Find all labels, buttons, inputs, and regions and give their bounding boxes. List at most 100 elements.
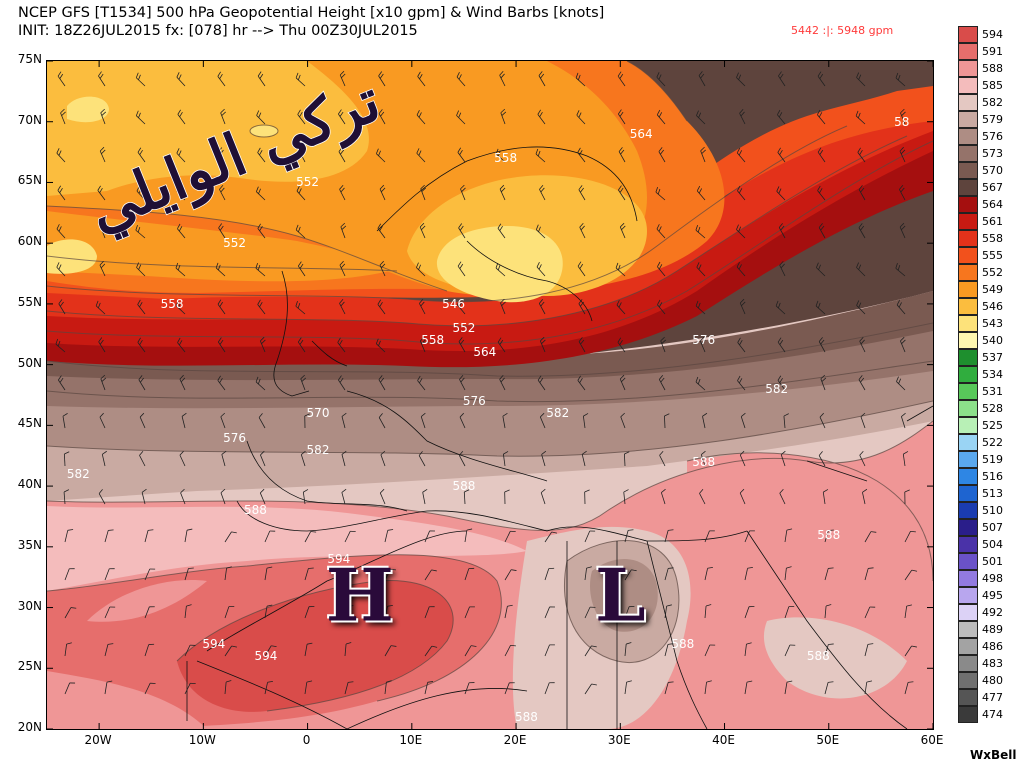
band-543-d [249, 124, 279, 138]
legend-label: 537 [982, 351, 1003, 364]
legend-label: 480 [982, 674, 1003, 687]
legend-label: 489 [982, 623, 1003, 636]
legend-label: 540 [982, 334, 1003, 347]
lon-label: 0 [302, 733, 311, 747]
legend-label: 504 [982, 538, 1003, 551]
contour-label: 552 [296, 175, 320, 190]
legend-label: 549 [982, 283, 1003, 296]
contour-label: 558 [494, 151, 518, 166]
legend-swatch [958, 621, 978, 638]
legend-swatch [958, 434, 978, 451]
legend-label: 579 [982, 113, 1003, 126]
legend-label: 507 [982, 521, 1003, 534]
lat-label: 45N [17, 416, 42, 431]
legend-swatch [958, 332, 978, 349]
legend-swatch [958, 196, 978, 213]
band-579 [47, 401, 933, 501]
legend-label: 516 [982, 470, 1003, 483]
legend-label: 486 [982, 640, 1003, 653]
legend-label: 585 [982, 79, 1003, 92]
lon-label: 20W [84, 733, 112, 747]
band-576-low [589, 559, 658, 632]
legend-label: 474 [982, 708, 1003, 721]
lat-label: 70N [17, 112, 42, 127]
lon-label: 50E [816, 733, 840, 747]
contour-label: 558 [160, 296, 184, 311]
legend-swatch [958, 655, 978, 672]
legend-swatch [958, 213, 978, 230]
band-588-sw [47, 671, 207, 729]
lon-label: 30E [607, 733, 631, 747]
legend-swatch [958, 587, 978, 604]
legend-label: 513 [982, 487, 1003, 500]
legend-label: 564 [982, 198, 1003, 211]
lat-label: 50N [17, 355, 42, 370]
legend-swatch [958, 111, 978, 128]
legend-label: 558 [982, 232, 1003, 245]
contour-label: 588 [806, 649, 830, 664]
legend-label: 576 [982, 130, 1003, 143]
legend-swatch [958, 26, 978, 43]
legend-label: 555 [982, 249, 1003, 262]
band-573 [47, 323, 933, 409]
lat-label: 20N [17, 720, 42, 734]
legend-swatch [958, 94, 978, 111]
legend-label: 570 [982, 164, 1003, 177]
contour-label: 546 [442, 296, 465, 311]
legend-swatch [958, 400, 978, 417]
contour-label: 594 [254, 649, 278, 664]
legend-label: 588 [982, 62, 1003, 75]
legend-swatch [958, 264, 978, 281]
contour-label: 588 [244, 503, 267, 518]
legend-swatch [958, 77, 978, 94]
legend-swatch [958, 638, 978, 655]
legend-swatch [958, 706, 978, 723]
contour-label: 588 [692, 454, 716, 469]
band-546 [47, 61, 369, 196]
legend-swatch [958, 502, 978, 519]
band-543-c [67, 96, 109, 123]
contour-label: 564 [473, 345, 497, 360]
legend-label: 483 [982, 657, 1003, 670]
contour-label: 552 [452, 321, 476, 336]
legend-swatch [958, 485, 978, 502]
band-588-pocket [87, 580, 207, 622]
map-panel: 552 558 564 552 558 546 552 558 564 576 582 570 576 5… [46, 60, 934, 730]
contour-label: 588 [515, 709, 538, 724]
legend-label: 510 [982, 504, 1003, 517]
legend-label: 534 [982, 368, 1003, 381]
contour-label: 552 [223, 236, 247, 251]
height-field [47, 61, 933, 729]
contour-label: 564 [629, 126, 653, 141]
legend-swatch [958, 672, 978, 689]
legend-label: 519 [982, 453, 1003, 466]
contour-label: 5 [606, 588, 614, 603]
contour-label: 58 [894, 114, 910, 129]
band-561 [47, 131, 933, 351]
legend-swatch [958, 145, 978, 162]
legend-label: 501 [982, 555, 1003, 568]
contour-label: 576 [223, 430, 247, 445]
contour-label: 582 [546, 406, 570, 421]
map-init-line: INIT: 18Z26JUL2015 fx: [078] hr --> Thu … [18, 23, 418, 39]
contour-label: 588 [671, 636, 695, 651]
contour-label: 582 [765, 381, 789, 396]
legend-label: 552 [982, 266, 1003, 279]
legend-swatch [958, 60, 978, 77]
legend-swatch [958, 689, 978, 706]
legend-label: 582 [982, 96, 1003, 109]
axis-ticks [47, 61, 933, 729]
wind-barbs [55, 70, 918, 695]
legend-swatch [958, 468, 978, 485]
legend-swatch [958, 298, 978, 315]
legend-label: 543 [982, 317, 1003, 330]
contour-label: 576 [462, 394, 486, 409]
legend-label: 525 [982, 419, 1003, 432]
legend-label: 528 [982, 402, 1003, 415]
band-594-west [177, 580, 454, 712]
high-pressure-marker: H [325, 552, 394, 638]
legend-swatch [958, 536, 978, 553]
lon-label: 60E [920, 733, 944, 747]
legend-label: 561 [982, 215, 1003, 228]
height-range: 5442 :|: 5948 gpm [791, 24, 894, 37]
